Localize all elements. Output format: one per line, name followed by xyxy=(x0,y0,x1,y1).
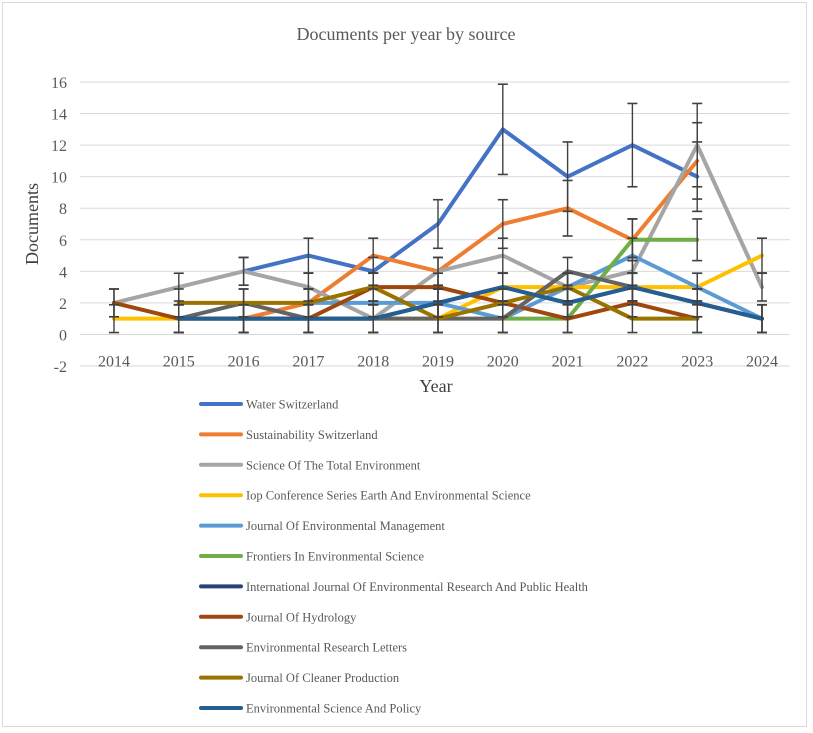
y-tick-label: 12 xyxy=(51,138,67,155)
y-tick-label: 6 xyxy=(59,233,67,250)
x-tick-label: 2024 xyxy=(746,353,778,370)
y-tick-label: 10 xyxy=(51,170,67,187)
x-tick-label: 2019 xyxy=(422,353,454,370)
x-tick-label: 2021 xyxy=(552,353,584,370)
series-line xyxy=(176,285,764,321)
legend-label: Science Of The Total Environment xyxy=(246,458,421,472)
y-tick-labels: -2 0 2 4 6 8 10 12 14 16 xyxy=(51,75,67,376)
y-axis-label: Documents xyxy=(22,183,42,265)
x-tick-label: 2022 xyxy=(616,353,648,370)
x-tick-label: 2016 xyxy=(228,353,260,370)
x-tick-label: 2014 xyxy=(98,353,130,370)
y-tick-label: 16 xyxy=(51,75,67,92)
y-tick-label: 2 xyxy=(59,296,67,313)
legend-label: Water Switzerland xyxy=(246,398,339,412)
y-tick-label: 4 xyxy=(59,264,67,281)
legend-label: Journal Of Hydrology xyxy=(246,610,357,624)
legend-label: Sustainability Switzerland xyxy=(246,428,378,442)
x-tick-label: 2017 xyxy=(292,353,324,370)
x-tick-labels: 2014 2015 2016 2017 2018 2019 2020 2021 2022 2023… xyxy=(98,353,778,370)
legend-label: Environmental Research Letters xyxy=(246,641,407,655)
y-tick-label: 0 xyxy=(59,327,67,344)
y-tick-label: -2 xyxy=(54,359,67,376)
legend: Water Switzerland Sustainability Switzerl… xyxy=(199,398,589,716)
chart-area xyxy=(2,2,807,727)
legend-label: Frontiers In Environmental Science xyxy=(246,550,425,564)
series-line xyxy=(241,158,700,321)
legend-label: Journal Of Cleaner Production xyxy=(246,671,400,685)
x-tick-label: 2020 xyxy=(487,353,519,370)
x-axis-label: Year xyxy=(419,376,452,396)
x-tick-label: 2023 xyxy=(681,353,713,370)
chart-title: Documents per year by source xyxy=(297,24,516,44)
y-tick-label: 14 xyxy=(51,107,67,124)
y-tick-label: 8 xyxy=(59,201,67,218)
legend-label: Iop Conference Series Earth And Environm… xyxy=(246,489,531,503)
error-bars xyxy=(109,83,767,334)
legend-label: Environmental Science And Policy xyxy=(246,702,422,716)
legend-label: International Journal Of Environmental R… xyxy=(246,580,589,594)
series-line xyxy=(241,127,700,274)
legend-label: Journal Of Environmental Management xyxy=(246,519,445,533)
x-tick-label: 2015 xyxy=(163,353,195,370)
series-line xyxy=(306,253,764,321)
x-tick-label: 2018 xyxy=(357,353,389,370)
